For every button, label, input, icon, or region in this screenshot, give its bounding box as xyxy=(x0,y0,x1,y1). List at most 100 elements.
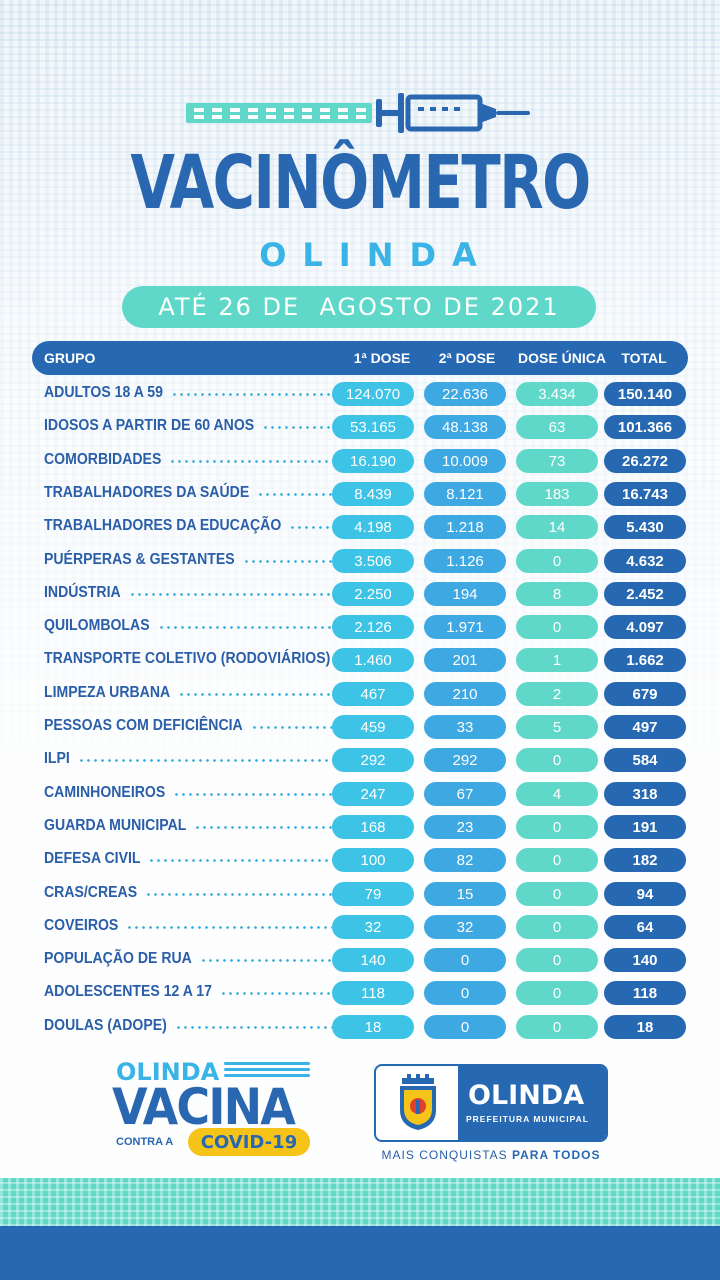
cell-dose1: 292 xyxy=(332,748,414,772)
row-dotted-leader xyxy=(148,859,332,862)
cell-single-dose: 0 xyxy=(516,848,598,872)
row-dotted-leader xyxy=(250,726,332,729)
table-row: ADULTOS 18 A 59 124.070 22.636 3.434 150.140 xyxy=(32,382,688,406)
table-row: ILPI 292 292 0 584 xyxy=(32,748,688,772)
cell-dose2: 201 xyxy=(424,648,506,672)
cell-dose2: 33 xyxy=(424,715,506,739)
cell-dose2: 82 xyxy=(424,848,506,872)
cell-total: 679 xyxy=(604,682,686,706)
cell-dose1: 168 xyxy=(332,815,414,839)
column-header-total: TOTAL xyxy=(621,350,667,366)
row-dotted-leader xyxy=(199,959,332,962)
cell-total: 18 xyxy=(604,1015,686,1039)
cell-dose2: 32 xyxy=(424,915,506,939)
row-group-label: INDÚSTRIA xyxy=(44,584,121,601)
cell-dose2: 0 xyxy=(424,1015,506,1039)
date-badge: ATÉ 26 DE AGOSTO DE 2021 xyxy=(122,286,596,328)
row-group-label: TRANSPORTE COLETIVO (RODOVIÁRIOS) xyxy=(44,650,331,667)
slogan: MAIS CONQUISTAS PARA TODOS xyxy=(374,1148,608,1162)
table-row: CAMINHONEIROS 247 67 4 318 xyxy=(32,782,688,806)
syringe-icon xyxy=(186,93,530,133)
cell-single-dose: 0 xyxy=(516,549,598,573)
cell-single-dose: 0 xyxy=(516,882,598,906)
row-dotted-leader xyxy=(242,560,332,563)
table-row: INDÚSTRIA 2.250 194 8 2.452 xyxy=(32,582,688,606)
table-row: COVEIROS 32 32 0 64 xyxy=(32,915,688,939)
cell-single-dose: 0 xyxy=(516,981,598,1005)
cell-single-dose: 183 xyxy=(516,482,598,506)
cell-total: 2.452 xyxy=(604,582,686,606)
cell-single-dose: 0 xyxy=(516,615,598,639)
cell-total: 584 xyxy=(604,748,686,772)
row-dotted-leader xyxy=(145,893,332,896)
column-header-dose2: 2ª DOSE xyxy=(438,350,496,366)
cell-dose2: 210 xyxy=(424,682,506,706)
cell-dose1: 53.165 xyxy=(332,415,414,439)
cell-dose2: 8.121 xyxy=(424,482,506,506)
table-row: DOULAS (ADOPE) 18 0 0 18 xyxy=(32,1015,688,1039)
table-row: CRAS/CREAS 79 15 0 94 xyxy=(32,882,688,906)
column-header-dose1: 1ª DOSE xyxy=(353,350,411,366)
cell-dose1: 467 xyxy=(332,682,414,706)
prefeitura-logo: OLINDA PREFEITURA MUNICIPAL xyxy=(374,1064,608,1142)
row-group-label: ILPI xyxy=(44,750,70,767)
table-row: GUARDA MUNICIPAL 168 23 0 191 xyxy=(32,815,688,839)
row-group-label: ADULTOS 18 A 59 xyxy=(44,384,163,401)
cell-total: 5.430 xyxy=(604,515,686,539)
row-group-label: PESSOAS COM DEFICIÊNCIA xyxy=(44,717,243,734)
cell-total: 1.662 xyxy=(604,648,686,672)
cell-dose2: 1.971 xyxy=(424,615,506,639)
logo-stripes xyxy=(224,1062,310,1080)
cell-single-dose: 3.434 xyxy=(516,382,598,406)
prefeitura-subtitle: PREFEITURA MUNICIPAL xyxy=(466,1114,589,1124)
row-group-label: COVEIROS xyxy=(44,917,119,934)
cell-dose2: 48.138 xyxy=(424,415,506,439)
row-dotted-leader xyxy=(178,693,332,696)
cell-single-dose: 4 xyxy=(516,782,598,806)
cell-single-dose: 5 xyxy=(516,715,598,739)
cell-dose1: 118 xyxy=(332,981,414,1005)
cell-total: 118 xyxy=(604,981,686,1005)
cell-total: 497 xyxy=(604,715,686,739)
cell-dose2: 23 xyxy=(424,815,506,839)
row-dotted-leader xyxy=(194,826,332,829)
cell-dose2: 22.636 xyxy=(424,382,506,406)
logo-line-olinda: OLINDA xyxy=(116,1058,220,1086)
table-row: IDOSOS A PARTIR DE 60 ANOS 53.165 48.138 63… xyxy=(32,415,688,439)
covid-badge: COVID-19 xyxy=(188,1128,310,1156)
cell-dose1: 16.190 xyxy=(332,449,414,473)
row-dotted-leader xyxy=(257,493,332,496)
row-dotted-leader xyxy=(126,926,332,929)
cell-dose1: 124.070 xyxy=(332,382,414,406)
page-subtitle: OLINDA xyxy=(259,236,493,274)
column-header-single-dose: DOSE ÚNICA xyxy=(518,350,606,366)
cell-dose2: 10.009 xyxy=(424,449,506,473)
logo-line-contra: CONTRA A xyxy=(116,1136,174,1148)
row-dotted-leader xyxy=(262,426,332,429)
cell-dose2: 15 xyxy=(424,882,506,906)
cell-single-dose: 73 xyxy=(516,449,598,473)
row-dotted-leader xyxy=(219,992,332,995)
table-row: PESSOAS COM DEFICIÊNCIA 459 33 5 497 xyxy=(32,715,688,739)
cell-dose1: 247 xyxy=(332,782,414,806)
cell-total: 26.272 xyxy=(604,449,686,473)
slogan-prefix: MAIS CONQUISTAS xyxy=(381,1148,512,1162)
cell-dose1: 3.506 xyxy=(332,549,414,573)
row-dotted-leader xyxy=(174,1026,332,1029)
cell-dose1: 32 xyxy=(332,915,414,939)
row-dotted-leader xyxy=(169,460,332,463)
cell-total: 4.097 xyxy=(604,615,686,639)
row-dotted-leader xyxy=(77,759,332,762)
row-dotted-leader xyxy=(128,593,332,596)
cell-single-dose: 8 xyxy=(516,582,598,606)
table-row: LIMPEZA URBANA 467 210 2 679 xyxy=(32,682,688,706)
cell-single-dose: 0 xyxy=(516,1015,598,1039)
row-group-label: GUARDA MUNICIPAL xyxy=(44,817,187,834)
prefeitura-name-panel: OLINDA PREFEITURA MUNICIPAL xyxy=(458,1066,606,1140)
cell-dose2: 67 xyxy=(424,782,506,806)
cell-total: 150.140 xyxy=(604,382,686,406)
cell-single-dose: 1 xyxy=(516,648,598,672)
table-row: ADOLESCENTES 12 A 17 118 0 0 118 xyxy=(32,981,688,1005)
cell-dose1: 18 xyxy=(332,1015,414,1039)
cell-single-dose: 0 xyxy=(516,748,598,772)
